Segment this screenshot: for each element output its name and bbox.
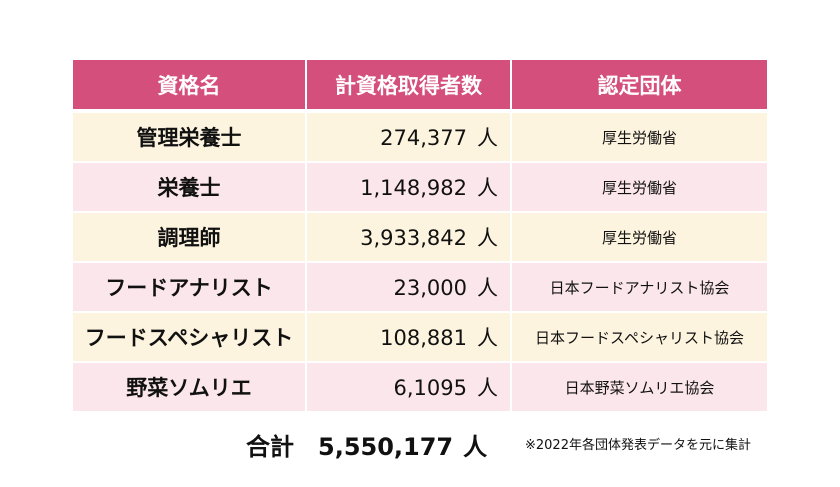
holder-count: 1,148,982 人: [306, 162, 512, 213]
source-note: ※2022年各団体発表データを元に集計: [525, 438, 751, 453]
table-row: フードスペシャリスト 108,881 人 日本フードスペシャリスト協会: [73, 312, 767, 363]
count-value: 108,881: [380, 326, 467, 350]
holder-count: 108,881 人: [306, 312, 512, 363]
certifying-body: 厚生労働省: [511, 212, 767, 263]
count-value: 1,148,982: [360, 176, 467, 200]
certifying-body: 厚生労働省: [511, 111, 767, 163]
table-row: 栄養士 1,148,982 人 厚生労働省: [73, 162, 767, 213]
qualification-name: 野菜ソムリエ: [73, 362, 307, 413]
header-holder-count: 計資格取得者数: [306, 60, 512, 113]
count-value: 23,000: [393, 276, 467, 300]
table-row: 調理師 3,933,842 人 厚生労働省: [73, 212, 767, 263]
holder-count: 6,1095 人: [306, 362, 512, 413]
table-row: フードアナリスト 23,000 人 日本フードアナリスト協会: [73, 262, 767, 313]
count-value: 3,933,842: [360, 226, 467, 250]
total-value: 5,550,177: [318, 433, 454, 461]
table-row: 野菜ソムリエ 6,1095 人 日本野菜ソムリエ協会: [73, 362, 767, 413]
certifying-body: 日本野菜ソムリエ協会: [511, 362, 767, 413]
qualification-name: 栄養士: [73, 162, 307, 213]
count-unit: 人: [477, 276, 498, 300]
qualification-name: 管理栄養士: [73, 111, 307, 163]
qualification-name: 調理師: [73, 212, 307, 263]
holder-count: 23,000 人: [306, 262, 512, 313]
count-unit: 人: [477, 376, 498, 400]
holder-count: 3,933,842 人: [306, 212, 512, 263]
header-qualification-name: 資格名: [73, 60, 307, 113]
qualification-name: フードアナリスト: [73, 262, 307, 313]
count-value: 274,377: [380, 126, 467, 150]
table-header-row: 資格名 計資格取得者数 認定団体: [73, 60, 767, 113]
holder-count: 274,377 人: [306, 111, 512, 163]
count-unit: 人: [477, 126, 498, 150]
qualification-name: フードスペシャリスト: [73, 312, 307, 363]
certifying-body: 日本フードスペシャリスト協会: [511, 312, 767, 363]
total-label: 合計: [246, 433, 294, 461]
certifying-body: 日本フードアナリスト協会: [511, 262, 767, 313]
header-certifying-body: 認定団体: [511, 60, 767, 113]
table-row: 管理栄養士 274,377 人 厚生労働省: [73, 111, 767, 163]
count-unit: 人: [477, 176, 498, 200]
total-line: 合計 5,550,177 人: [246, 427, 487, 462]
total-unit: 人: [463, 433, 488, 461]
count-unit: 人: [477, 226, 498, 250]
count-unit: 人: [477, 326, 498, 350]
qualification-table: 資格名 計資格取得者数 認定団体 管理栄養士 274,377 人 厚生労働省 栄養…: [73, 60, 767, 413]
certifying-body: 厚生労働省: [511, 162, 767, 213]
count-value: 6,1095: [393, 376, 467, 400]
